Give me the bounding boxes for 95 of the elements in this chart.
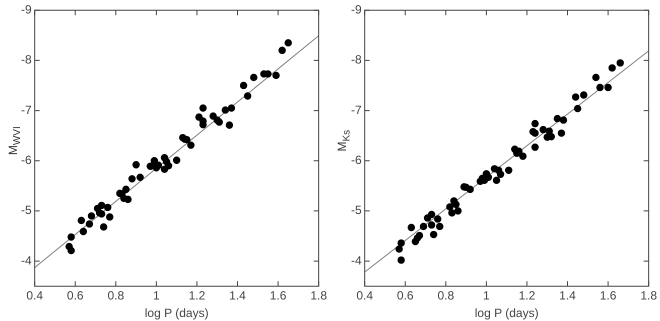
point <box>100 223 108 231</box>
point <box>136 174 144 182</box>
y-tick-label: -7 <box>21 102 32 117</box>
point <box>531 143 539 151</box>
x-tick-label: 0.4 <box>356 288 374 303</box>
point <box>448 209 456 217</box>
point <box>496 170 504 178</box>
point <box>67 246 75 254</box>
x-tick-label: 1.8 <box>640 288 658 303</box>
x-tick-label: 1.6 <box>600 288 617 303</box>
point <box>466 186 474 194</box>
x-tick-label: 1.6 <box>270 288 287 303</box>
point <box>430 230 438 238</box>
point <box>416 232 424 240</box>
point <box>592 74 600 82</box>
point <box>420 222 428 230</box>
point <box>199 104 207 112</box>
point <box>560 116 568 124</box>
point <box>436 222 444 230</box>
x-tick-label: 1 <box>483 288 490 303</box>
x-tick-label: 1.2 <box>518 288 536 303</box>
point <box>446 203 454 211</box>
point <box>452 200 460 208</box>
point <box>80 228 88 236</box>
point <box>150 157 158 164</box>
y-tick-label: -7 <box>351 102 362 117</box>
point <box>172 156 180 164</box>
point <box>519 152 527 160</box>
point <box>187 141 195 149</box>
point <box>434 215 442 223</box>
point <box>132 161 140 168</box>
x-tick-label: 0.6 <box>66 288 84 303</box>
x-tick-label: 0.8 <box>107 288 124 303</box>
point <box>574 104 582 112</box>
point <box>454 207 462 215</box>
point <box>122 186 130 194</box>
y-tick-label: -8 <box>21 52 32 67</box>
point <box>104 204 112 212</box>
point <box>278 46 286 54</box>
y-tick-label: -5 <box>351 203 362 218</box>
point <box>596 84 604 92</box>
point <box>616 59 624 67</box>
y-tick-label: -6 <box>351 153 362 168</box>
point <box>428 210 436 218</box>
point <box>88 212 96 220</box>
point <box>580 91 588 99</box>
point <box>397 256 405 264</box>
point <box>428 221 436 229</box>
point <box>608 64 616 72</box>
y-tick-label: -4 <box>351 253 362 268</box>
point <box>228 104 236 112</box>
point <box>558 129 566 137</box>
point <box>408 224 416 232</box>
x-tick-label: 1.4 <box>559 288 576 303</box>
point <box>98 202 106 210</box>
x-tick-label: 1.2 <box>188 288 206 303</box>
point <box>240 82 248 90</box>
point <box>531 120 539 128</box>
point <box>244 92 252 100</box>
point <box>539 126 547 134</box>
point <box>272 72 280 80</box>
point <box>164 162 172 170</box>
point <box>395 245 403 253</box>
point <box>106 213 114 221</box>
point <box>250 74 258 82</box>
y-tick-label: -9 <box>351 2 362 17</box>
point <box>128 175 136 183</box>
point <box>67 233 75 241</box>
point <box>492 176 500 184</box>
x-tick-label: 1.4 <box>229 288 246 303</box>
point <box>504 166 512 174</box>
point <box>546 127 553 135</box>
x-axis-title: log P (days) <box>474 306 539 320</box>
point <box>397 239 405 247</box>
y-tick-label: -9 <box>21 2 32 17</box>
point <box>154 162 162 169</box>
point <box>284 39 292 47</box>
y-tick-label: -5 <box>21 203 32 218</box>
y-tick-label: -8 <box>351 52 362 67</box>
x-tick-label: 0.4 <box>26 288 44 303</box>
point <box>572 93 580 101</box>
y-tick-label: -6 <box>21 153 32 168</box>
x-tick-label: 0.6 <box>396 288 414 303</box>
x-axis-title: log P (days) <box>144 306 209 320</box>
point <box>78 216 86 224</box>
y-tick-label: -4 <box>21 253 32 268</box>
point <box>604 84 612 92</box>
point <box>124 196 132 204</box>
point <box>86 220 94 228</box>
x-tick-label: 0.8 <box>437 288 454 303</box>
point <box>554 114 562 122</box>
point <box>226 121 234 129</box>
x-tick-label: 1.8 <box>310 288 328 303</box>
point <box>222 106 230 114</box>
x-tick-label: 1 <box>153 288 160 303</box>
